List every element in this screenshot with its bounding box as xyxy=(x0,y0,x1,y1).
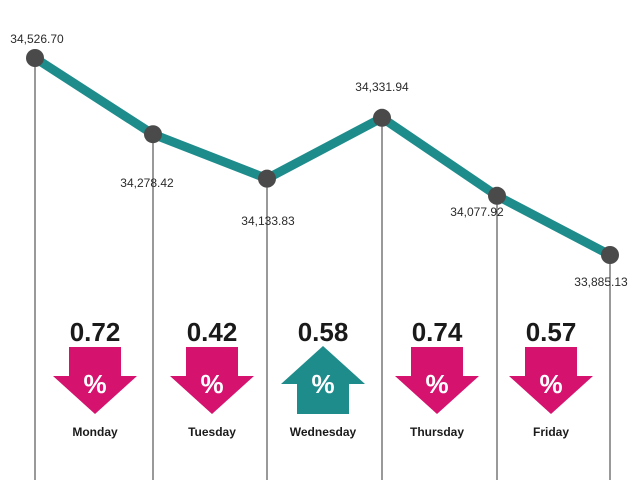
percent-change-label: 0.42 xyxy=(187,317,238,347)
daily-change-group: 0.57% Friday xyxy=(509,317,593,439)
data-point xyxy=(488,186,506,205)
data-point xyxy=(144,125,162,144)
percent-symbol: % xyxy=(200,369,223,399)
percent-symbol: % xyxy=(83,369,106,399)
category-label: Thursday xyxy=(410,425,464,439)
percent-symbol: % xyxy=(539,369,562,399)
percent-change-label: 0.58 xyxy=(298,317,349,347)
daily-change-group: 0.72% Monday xyxy=(53,317,137,439)
down-arrow-icon xyxy=(395,347,479,414)
down-arrow-icon xyxy=(170,347,254,414)
down-arrow-icon xyxy=(509,347,593,414)
percent-change-label: 0.57 xyxy=(526,317,577,347)
daily-change-group: 0.42% Tuesday xyxy=(170,317,254,439)
data-label: 33,885.13 xyxy=(574,275,628,289)
start-point xyxy=(26,49,44,67)
percent-change-label: 0.72 xyxy=(70,317,121,347)
down-arrow-icon xyxy=(53,347,137,414)
percent-symbol: % xyxy=(311,369,334,399)
data-label: 34,133.83 xyxy=(241,214,295,228)
data-point xyxy=(258,169,276,188)
data-point xyxy=(601,246,619,264)
percent-change-label: 0.74 xyxy=(412,317,463,347)
category-label: Friday xyxy=(533,425,569,439)
percent-symbol: % xyxy=(425,369,448,399)
data-label: 34,278.42 xyxy=(120,176,174,190)
data-point xyxy=(373,108,391,127)
start-value-label: 34,526.70 xyxy=(10,32,64,46)
category-label: Tuesday xyxy=(188,425,236,439)
daily-change-group: 0.58% Wednesday xyxy=(281,317,365,439)
up-arrow-icon xyxy=(281,346,365,414)
category-label: Monday xyxy=(72,425,118,439)
data-label: 34,331.94 xyxy=(355,80,409,94)
series-line xyxy=(30,53,615,260)
category-label: Wednesday xyxy=(290,425,357,439)
daily-change-group: 0.74% Thursday xyxy=(395,317,479,439)
data-label: 34,077.92 xyxy=(450,205,504,219)
